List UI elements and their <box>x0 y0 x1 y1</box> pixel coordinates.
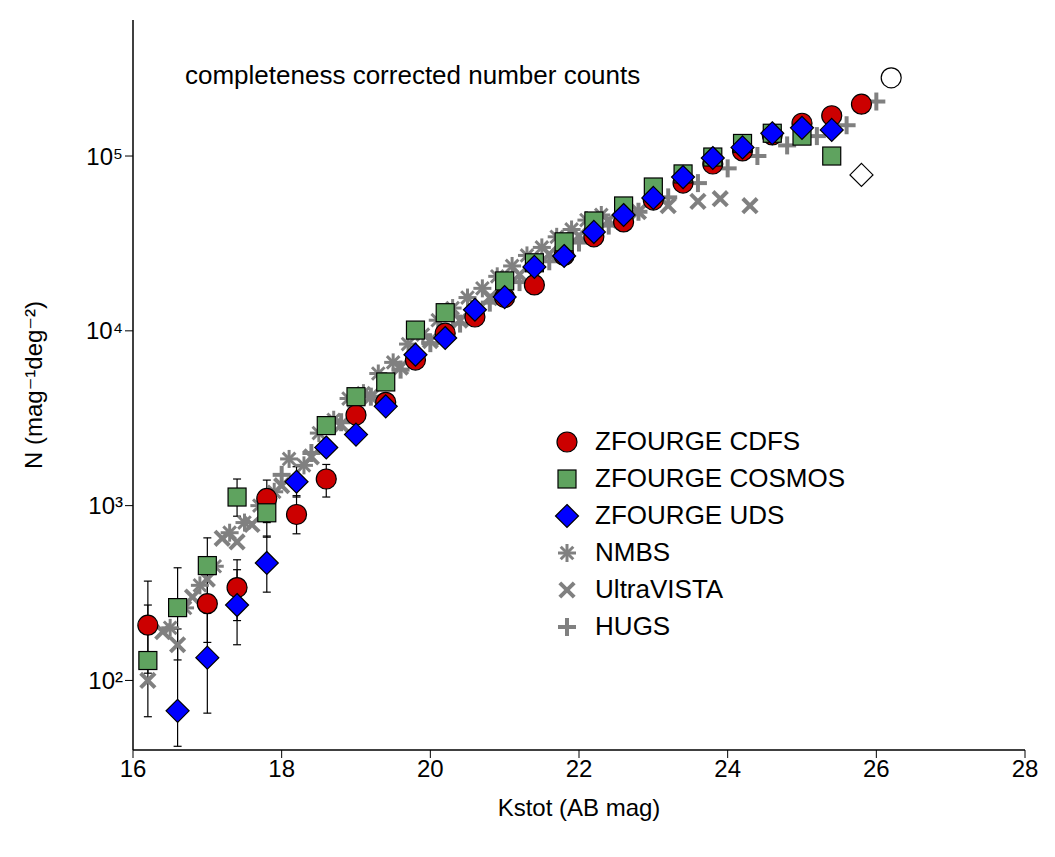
html-text:HUGS: HUGS <box>595 611 671 641</box>
svg-text:18: 18 <box>268 755 295 782</box>
svg-text:28: 28 <box>1012 755 1039 782</box>
svg-text:N (mag⁻¹deg⁻²): N (mag⁻¹deg⁻²) <box>20 301 47 469</box>
svg-text:24: 24 <box>714 755 741 782</box>
html-text:ZFOURGE COSMOS: ZFOURGE COSMOS <box>595 463 845 493</box>
svg-text:10²: 10² <box>88 667 123 694</box>
html-text:UltraVISTA: UltraVISTA <box>595 574 724 604</box>
svg-text:26: 26 <box>863 755 890 782</box>
svg-text:10⁵: 10⁵ <box>86 143 123 170</box>
svg-text:Kstot (AB mag): Kstot (AB mag) <box>498 794 661 821</box>
svg-text:16: 16 <box>120 755 147 782</box>
html-text:completeness corrected number: completeness corrected number counts <box>185 60 641 90</box>
svg-text:10⁴: 10⁴ <box>86 317 123 344</box>
svg-text:10³: 10³ <box>88 492 123 519</box>
svg-text:22: 22 <box>566 755 593 782</box>
svg-text:20: 20 <box>417 755 444 782</box>
html-text:NMBS: NMBS <box>595 537 671 567</box>
html-text:ZFOURGE UDS: ZFOURGE UDS <box>595 500 785 530</box>
html-text:ZFOURGE CDFS: ZFOURGE CDFS <box>595 426 801 456</box>
